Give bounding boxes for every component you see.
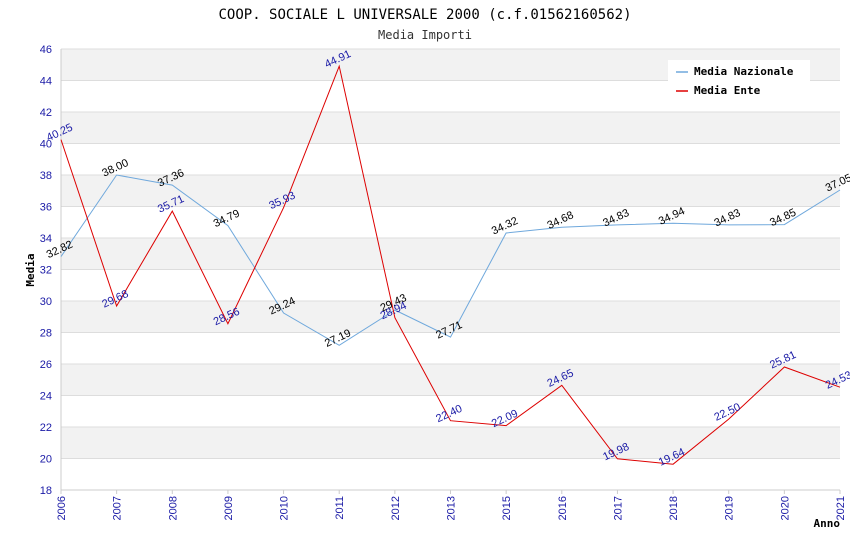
series-line-0 (60, 174, 841, 346)
axes (60, 49, 841, 494)
data-label: 34.32 (490, 215, 520, 238)
chart-subtitle: Media Importi (378, 28, 472, 42)
y-tick-label: 34 (40, 233, 52, 245)
y-tick-label: 26 (40, 359, 52, 371)
x-tick-labels: 2006 2007 2008 2009 2010 2011 2012 2013 2015 2016… (56, 496, 847, 520)
x-tick-label: 2007 (112, 496, 124, 520)
data-label: 34.79 (212, 208, 242, 231)
x-tick-label: 2012 (390, 496, 402, 520)
grid-band (61, 427, 840, 459)
legend-label-nazionale: Media Nazionale (694, 65, 794, 78)
x-tick-label: 2013 (446, 496, 458, 520)
y-tick-label: 38 (40, 170, 52, 182)
x-tick-label: 2009 (223, 496, 235, 520)
y-tick-label: 42 (40, 107, 52, 119)
y-tick-label: 18 (40, 485, 52, 497)
y-tick-label: 24 (40, 391, 52, 403)
x-axis-label: Anno (814, 517, 841, 530)
chart-title: COOP. SOCIALE L UNIVERSALE 2000 (c.f.015… (218, 7, 631, 23)
x-tick-label: 2018 (668, 496, 680, 520)
y-tick-label: 20 (40, 454, 52, 466)
legend-label-ente: Media Ente (694, 84, 761, 97)
data-label: 34.83 (601, 207, 631, 230)
legend: Media Nazionale Media Ente (668, 60, 810, 102)
y-tick-label: 30 (40, 296, 52, 308)
x-tick-label: 2015 (501, 496, 513, 520)
grid-band (61, 301, 840, 333)
y-axis-label: Media (24, 253, 37, 286)
grid-band (61, 175, 840, 207)
x-tick-label: 2019 (724, 496, 736, 520)
data-label: 34.83 (712, 207, 742, 230)
series-lines (60, 64, 841, 465)
data-label: 34.94 (657, 205, 687, 228)
series-line-1 (60, 64, 841, 465)
y-tick-label: 36 (40, 202, 52, 214)
x-tick-label: 2010 (279, 496, 291, 520)
data-label: 34.85 (768, 207, 798, 230)
x-tick-label: 2006 (56, 496, 68, 520)
y-tick-labels: 18 20 22 24 26 28 30 32 34 36 38 40 42 44 46 (40, 44, 52, 497)
y-tick-label: 40 (40, 139, 52, 151)
x-tick-label: 2011 (334, 496, 346, 520)
grid-band (61, 364, 840, 396)
grid-bands (61, 49, 840, 459)
grid-band (61, 112, 840, 144)
legend-box (668, 60, 810, 102)
x-tick-label: 2008 (167, 496, 179, 520)
grid-band (61, 238, 840, 270)
y-tick-label: 32 (40, 265, 52, 277)
y-tick-label: 44 (40, 76, 52, 88)
y-tick-label: 22 (40, 422, 52, 434)
data-label: 34.68 (546, 209, 576, 232)
x-tick-label: 2017 (612, 496, 624, 520)
x-tick-label: 2021 (835, 496, 847, 520)
y-tick-label: 46 (40, 44, 52, 56)
y-tick-label: 28 (40, 328, 52, 340)
x-tick-label: 2020 (779, 496, 791, 520)
x-tick-label: 2016 (557, 496, 569, 520)
